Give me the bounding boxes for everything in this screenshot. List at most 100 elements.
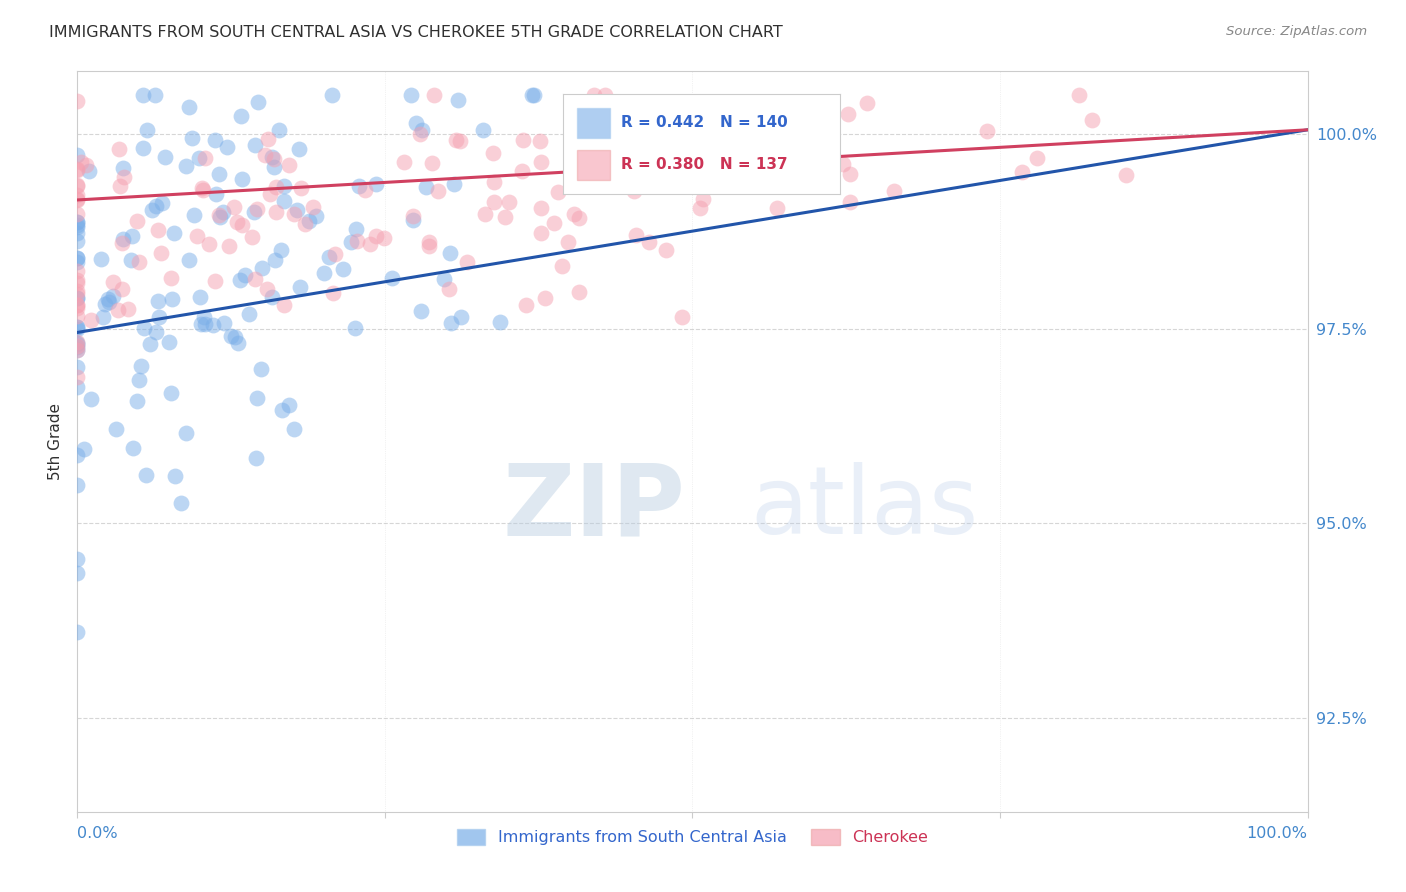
Point [143, 87, 166, 102]
Point [278, 398, 301, 412]
Text: 0.0%: 0.0% [77, 826, 118, 841]
Point [302, 200, 325, 214]
Point [568, 134, 591, 148]
Point [409, 128, 432, 142]
Point [193, 183, 215, 197]
Point [269, 123, 291, 137]
Point [90, 252, 112, 266]
Point [66, 187, 89, 202]
Point [557, 235, 579, 250]
Point [66, 298, 89, 312]
Point [450, 310, 472, 324]
Point [405, 116, 427, 130]
Point [257, 132, 280, 146]
Point [415, 180, 437, 194]
Point [229, 109, 252, 123]
Point [231, 218, 253, 232]
Point [839, 167, 862, 181]
Point [176, 160, 198, 174]
Point [110, 236, 132, 251]
Point [135, 467, 157, 482]
Point [783, 157, 806, 171]
Point [66, 178, 89, 192]
Point [181, 131, 204, 145]
Point [97, 292, 120, 306]
Point [190, 317, 212, 331]
Point [208, 168, 231, 182]
Point [264, 204, 287, 219]
Point [249, 362, 271, 376]
Point [659, 154, 682, 169]
Point [321, 87, 343, 102]
Point [264, 253, 287, 268]
Point [481, 145, 503, 160]
Point [447, 93, 470, 107]
Point [270, 243, 292, 257]
Point [183, 208, 205, 222]
Point [411, 123, 433, 137]
Point [1011, 165, 1033, 179]
Point [837, 106, 859, 120]
Point [66, 284, 89, 298]
Point [66, 360, 89, 375]
Point [332, 262, 354, 277]
Point [66, 370, 89, 384]
Point [474, 207, 496, 221]
Point [188, 290, 211, 304]
Point [839, 194, 862, 209]
Point [66, 343, 89, 358]
Point [132, 87, 155, 102]
Point [108, 179, 131, 194]
Point [111, 282, 134, 296]
Point [66, 624, 89, 639]
Point [174, 425, 197, 440]
Point [66, 291, 89, 305]
Point [446, 133, 468, 147]
Point [242, 230, 264, 244]
Point [153, 150, 176, 164]
Point [66, 478, 89, 492]
Point [202, 318, 225, 332]
Point [266, 180, 288, 194]
Point [66, 321, 89, 335]
Point [681, 178, 703, 192]
Point [66, 566, 89, 580]
Point [243, 204, 266, 219]
Point [749, 138, 772, 153]
Point [254, 148, 277, 162]
Point [163, 469, 186, 483]
Point [482, 195, 505, 210]
Point [433, 272, 456, 286]
Point [456, 255, 478, 269]
Point [217, 140, 239, 154]
Point [66, 292, 89, 306]
Y-axis label: 5th Grade: 5th Grade [48, 403, 63, 480]
Point [66, 193, 89, 207]
Point [346, 235, 368, 249]
Point [160, 271, 183, 285]
Point [186, 229, 208, 244]
Point [66, 273, 89, 287]
Point [66, 255, 89, 269]
Point [66, 251, 89, 265]
Point [160, 292, 183, 306]
Point [399, 87, 422, 102]
Point [856, 95, 879, 110]
Point [520, 87, 543, 102]
Point [170, 496, 193, 510]
Point [294, 218, 316, 232]
Point [101, 289, 124, 303]
Point [246, 392, 269, 406]
Point [98, 294, 121, 309]
Point [66, 215, 89, 229]
Point [623, 184, 645, 198]
Point [354, 182, 377, 196]
Point [278, 158, 301, 172]
Point [510, 164, 533, 178]
Point [160, 386, 183, 401]
Point [654, 109, 676, 123]
Point [66, 286, 89, 301]
Point [392, 155, 415, 169]
Point [66, 301, 89, 315]
Point [1081, 112, 1104, 127]
